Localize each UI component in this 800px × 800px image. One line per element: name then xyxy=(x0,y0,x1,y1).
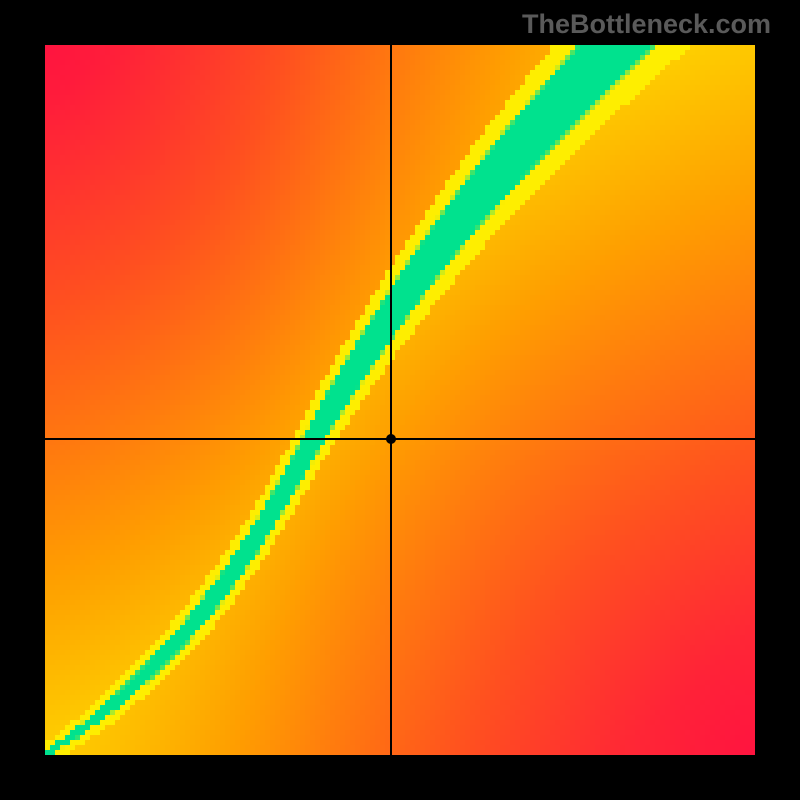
crosshair-horizontal xyxy=(45,438,755,440)
bottleneck-heatmap xyxy=(45,45,755,755)
chart-root: TheBottleneck.com xyxy=(0,0,800,800)
crosshair-vertical xyxy=(390,45,392,755)
watermark-text: TheBottleneck.com xyxy=(522,9,771,40)
data-point-marker xyxy=(386,434,396,444)
